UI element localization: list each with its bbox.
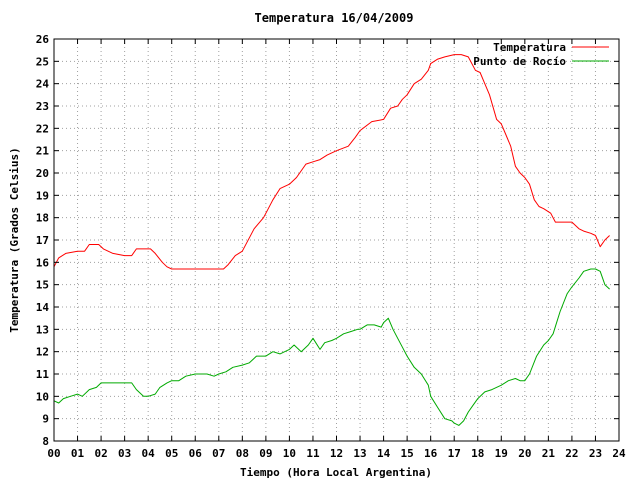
x-tick-label: 15: [401, 447, 414, 460]
y-tick-label: 8: [42, 435, 49, 448]
y-tick-label: 22: [36, 122, 49, 135]
y-tick-label: 14: [36, 301, 50, 314]
x-tick-label: 13: [353, 447, 366, 460]
series-group: [53, 54, 610, 426]
x-tick-label: 01: [71, 447, 85, 460]
series-line-punto-de-rocio: [53, 268, 610, 426]
y-tick-label: 23: [36, 100, 49, 113]
x-tick-label: 02: [94, 447, 107, 460]
chart-title: Temperatura 16/04/2009: [255, 11, 414, 25]
y-tick-label: 19: [36, 189, 49, 202]
y-tick-label: 15: [36, 279, 49, 292]
y-tick-label: 20: [36, 167, 49, 180]
x-tick-label: 17: [448, 447, 461, 460]
y-tick-label: 25: [36, 55, 49, 68]
x-tick-label: 24: [612, 447, 626, 460]
y-tick-label: 13: [36, 323, 49, 336]
y-tick-label: 26: [36, 33, 50, 46]
x-tick-label: 19: [495, 447, 508, 460]
y-tick-label: 12: [36, 346, 49, 359]
y-tick-label: 18: [36, 212, 49, 225]
x-tick-label: 18: [471, 447, 484, 460]
x-tick-label: 07: [212, 447, 225, 460]
legend-label: Temperatura: [493, 41, 566, 54]
y-tick-label: 11: [36, 368, 50, 381]
y-tick-label: 9: [42, 413, 49, 426]
x-tick-label: 10: [283, 447, 296, 460]
legend-label: Punto de Rocío: [473, 55, 566, 68]
grid: [54, 39, 619, 441]
x-tick-label: 08: [236, 447, 249, 460]
x-tick-label: 12: [330, 447, 343, 460]
x-tick-label: 22: [565, 447, 578, 460]
y-tick-label: 24: [36, 78, 50, 91]
y-tick-label: 16: [36, 256, 50, 269]
x-tick-label: 05: [165, 447, 178, 460]
x-axis-label: Tiempo (Hora Local Argentina): [240, 466, 432, 479]
y-tick-label: 17: [36, 234, 49, 247]
x-tick-label: 11: [306, 447, 320, 460]
x-tick-label: 04: [142, 447, 156, 460]
x-tick-label: 20: [518, 447, 531, 460]
x-tick-label: 14: [377, 447, 391, 460]
y-axis-label: Temperatura (Grados Celsius): [8, 147, 21, 332]
y-tick-label: 21: [36, 145, 50, 158]
series-line-temperatura: [53, 54, 610, 270]
x-tick-label: 03: [118, 447, 131, 460]
x-tick-label: 21: [542, 447, 556, 460]
x-tick-label: 00: [47, 447, 60, 460]
x-tick-label: 09: [259, 447, 272, 460]
y-tick-label: 10: [36, 390, 49, 403]
x-tick-label: 06: [189, 447, 203, 460]
x-tick-label: 23: [589, 447, 602, 460]
ticks: 00 01 02 03 04 05 06 07 08 09 10 11 12 13 14 15 16 17 18 19…: [36, 33, 626, 460]
x-tick-label: 16: [424, 447, 438, 460]
